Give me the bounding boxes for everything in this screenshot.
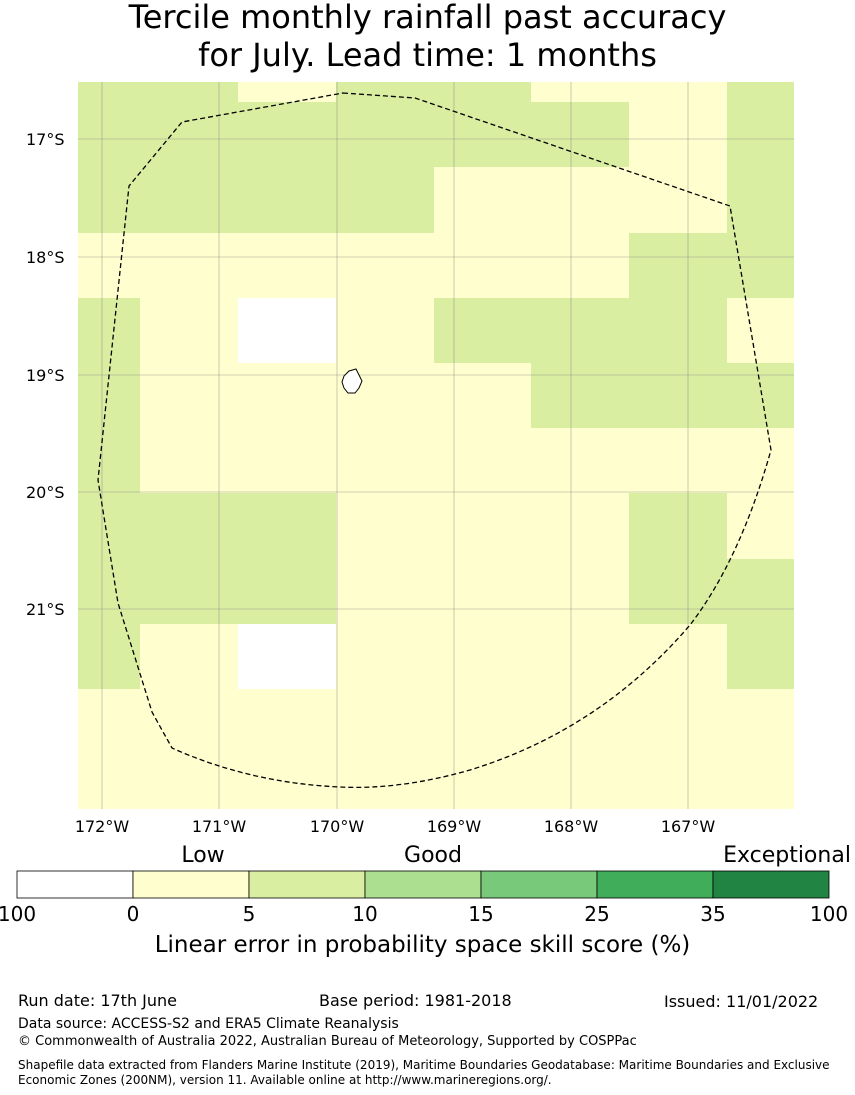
cell — [727, 82, 794, 298]
colorbar-swatch — [596, 870, 714, 899]
cell — [531, 102, 629, 167]
cell — [336, 82, 531, 167]
data-source: Data source: ACCESS-S2 and ERA5 Climate … — [18, 1016, 399, 1032]
issued-date: Issued: 11/01/2022 — [664, 992, 819, 1011]
cell — [238, 624, 336, 689]
colorbar-label: Linear error in probability space skill … — [154, 932, 691, 958]
colorbar-tick: 25 — [584, 902, 610, 926]
lat-label: 18°S — [26, 248, 65, 267]
cell — [727, 298, 794, 363]
colorbar-tick: 5 — [242, 902, 256, 926]
colorbar-swatch — [480, 870, 598, 899]
lon-label: 172°W — [74, 817, 130, 836]
cell — [629, 233, 727, 363]
colorbar-tick: 10 — [352, 902, 378, 926]
cell — [531, 363, 794, 428]
lon-label: 169°W — [426, 817, 482, 836]
shapefile-credit-line-2: Economic Zones (200NM), version 11. Avai… — [18, 1073, 552, 1087]
base-period: Base period: 1981-2018 — [319, 991, 512, 1010]
cell — [78, 298, 140, 493]
colorbar-swatch — [364, 870, 482, 899]
shapefile-credit-line-1: Shapefile data extracted from Flanders M… — [18, 1058, 830, 1072]
lat-label: 20°S — [26, 483, 65, 502]
skill-cells-0-5 — [727, 298, 794, 363]
lon-label: 171°W — [191, 817, 247, 836]
colorbar-tick: 35 — [700, 902, 726, 926]
colorbar-tick: 0 — [126, 902, 140, 926]
cell — [238, 298, 336, 363]
colorbar-category-low: Low — [181, 843, 225, 868]
cell — [78, 624, 140, 689]
gridlines — [78, 82, 794, 809]
colorbar-tick: 100 — [0, 902, 37, 926]
lon-label: 167°W — [660, 817, 716, 836]
colorbar-category-exceptional: Exceptional — [723, 843, 851, 868]
run-date: Run date: 17th June — [18, 991, 178, 1010]
skill-cells-missing — [238, 298, 336, 689]
cell — [727, 559, 794, 689]
map-title-line-1: Tercile monthly rainfall past accuracy — [128, 0, 727, 36]
cell — [78, 82, 238, 233]
lat-label: 21°S — [26, 600, 65, 619]
colorbar-swatch — [16, 870, 134, 899]
colorbar-swatch — [132, 870, 250, 899]
lon-label: 170°W — [309, 817, 365, 836]
eez-boundary — [97, 92, 772, 789]
lat-label: 17°S — [26, 130, 65, 149]
lat-label: 19°S — [26, 366, 65, 385]
skill-map — [16, 82, 830, 899]
colorbar-tick: 15 — [468, 902, 494, 926]
cell — [629, 493, 727, 624]
island-outline — [341, 368, 363, 394]
skill-cells-5-10 — [78, 82, 794, 689]
map-title-line-2: for July. Lead time: 1 months — [198, 36, 657, 74]
colorbar-tick: 100 — [809, 902, 849, 926]
colorbar — [16, 870, 830, 899]
colorbar-swatch — [712, 870, 830, 899]
cell — [434, 298, 629, 363]
lon-label: 168°W — [543, 817, 599, 836]
cell — [78, 493, 336, 624]
copyright: © Commonwealth of Australia 2022, Austra… — [18, 1034, 637, 1049]
colorbar-swatch — [248, 870, 366, 899]
colorbar-category-good: Good — [404, 843, 462, 868]
